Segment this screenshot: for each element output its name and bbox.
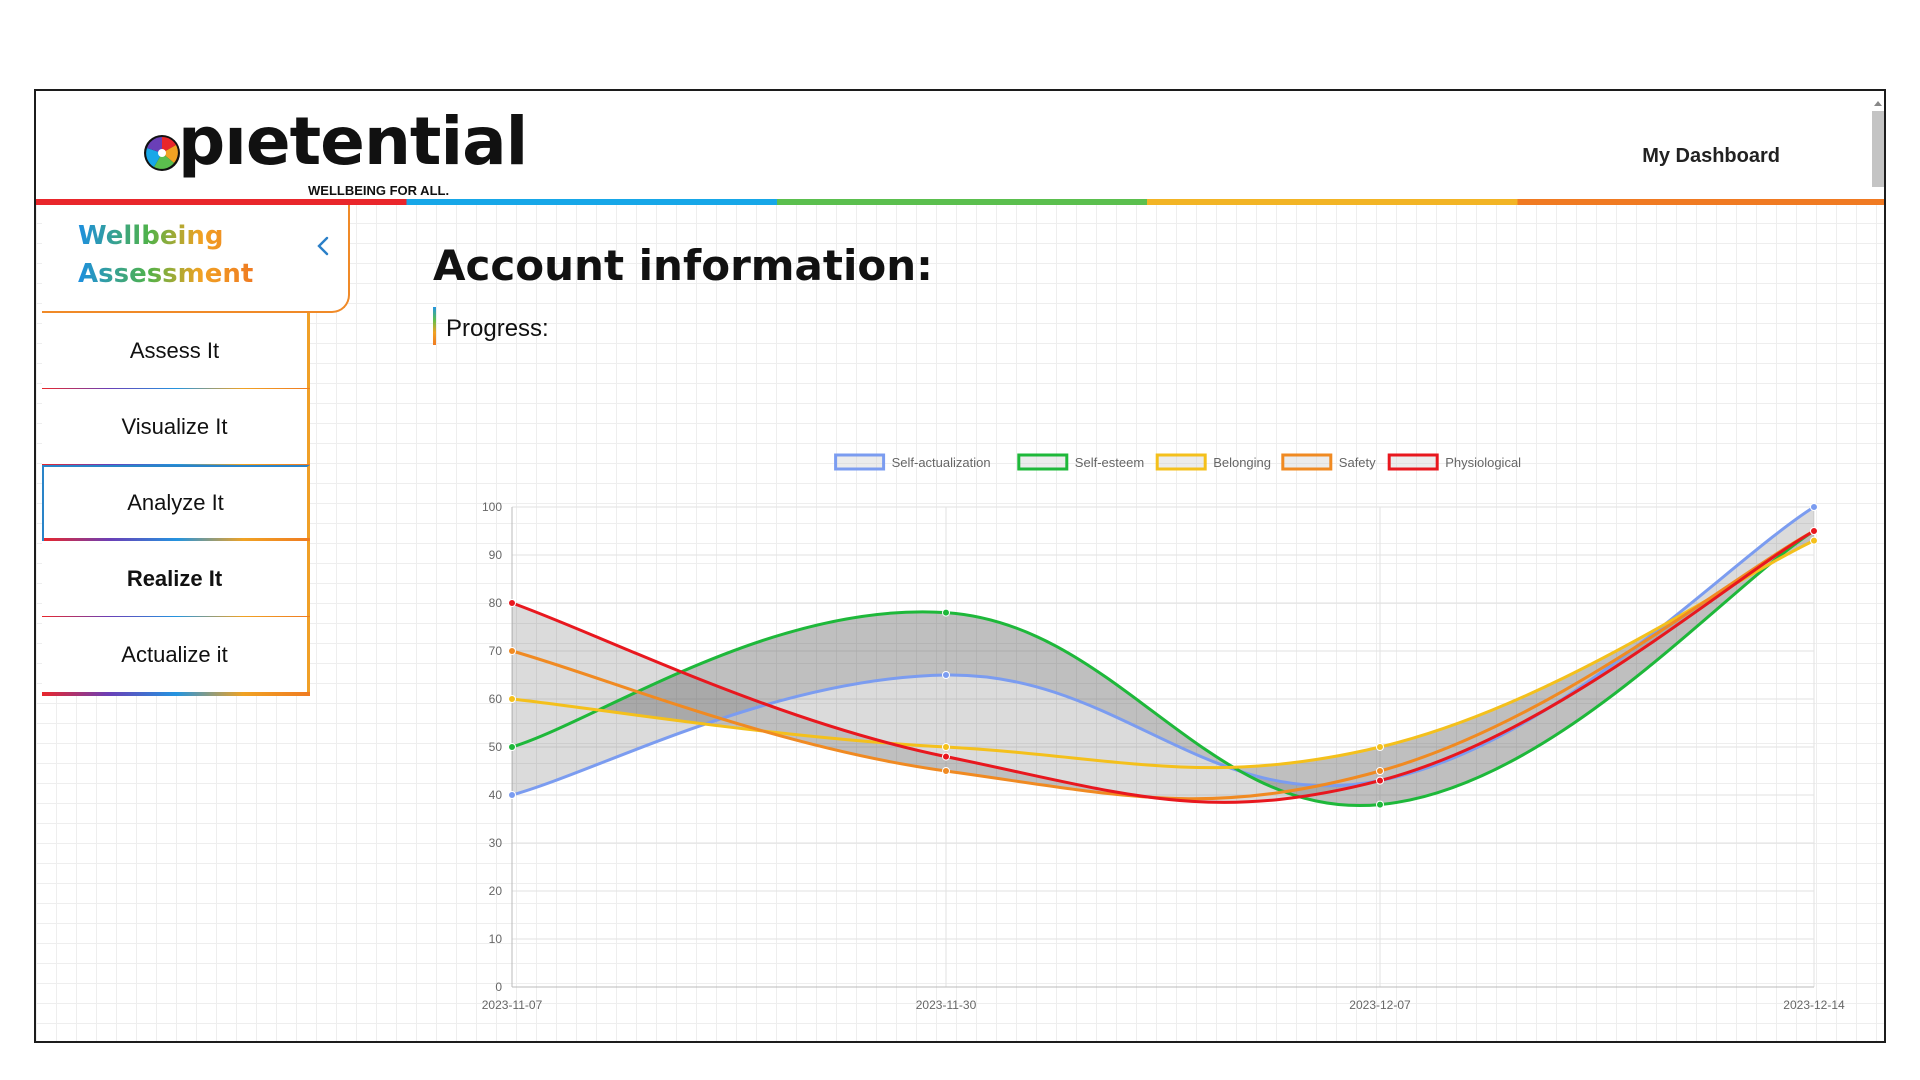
series-line: [511, 529, 1815, 808]
series-line: [511, 529, 1815, 804]
sidebar-item-label: Assess It: [129, 338, 220, 363]
y-tick-label: 40: [489, 788, 503, 802]
y-tick-label: 80: [489, 596, 503, 610]
legend-swatch: [1155, 453, 1207, 471]
data-point: [508, 599, 516, 607]
series-line: [511, 539, 1815, 770]
legend-label: Physiological: [1445, 455, 1521, 470]
data-point: [508, 647, 516, 655]
area-fill: [512, 531, 1814, 803]
chevron-left-icon[interactable]: [316, 235, 330, 257]
app-window: pıetential WELLBEING FOR ALL. My Dashboa…: [34, 89, 1886, 1043]
y-tick-label: 60: [489, 692, 503, 706]
sidebar-title-line1: Wellbeing: [78, 221, 224, 251]
data-point: [1376, 776, 1384, 785]
sidebar-title-line2: Assessment: [78, 259, 254, 289]
sidebar-title: Wellbeing Assessment: [78, 217, 253, 293]
legend-swatch: [834, 453, 886, 471]
progress-marker: [433, 307, 436, 345]
data-point: [1376, 800, 1384, 809]
y-tick-label: 0: [495, 980, 502, 994]
top-header: pıetential WELLBEING FOR ALL. My Dashboa…: [36, 91, 1884, 201]
sidebar-item-actualize-it[interactable]: Actualize it: [42, 617, 310, 696]
data-point: [508, 695, 516, 703]
data-point: [1810, 527, 1818, 535]
logo[interactable]: pıetential WELLBEING FOR ALL.: [138, 103, 528, 199]
y-tick-label: 90: [489, 548, 503, 562]
legend-label: Self-esteem: [1075, 455, 1144, 470]
area-fill: [512, 531, 1814, 806]
y-tick-label: 50: [489, 740, 503, 754]
data-point: [508, 743, 516, 751]
logo-tagline: WELLBEING FOR ALL.: [308, 183, 450, 198]
progress-label: Progress:: [446, 315, 549, 342]
grid-background: [36, 203, 1884, 1041]
legend-swatch: [1017, 453, 1069, 471]
data-point: [1376, 767, 1384, 775]
y-tick-label: 10: [489, 932, 503, 946]
data-point: [942, 743, 950, 751]
data-point: [508, 791, 516, 799]
sidebar-item-label: Actualize it: [121, 642, 228, 667]
legend-label: Self-actualization: [892, 455, 991, 470]
y-tick-label: 20: [489, 884, 503, 898]
data-point: [942, 767, 950, 775]
scrollbar-thumb[interactable]: [1872, 111, 1884, 187]
logo-wordmark: pıetential: [178, 103, 528, 180]
data-point: [942, 608, 950, 617]
y-tick-label: 70: [489, 644, 503, 658]
sidebar-item-assess-it[interactable]: Assess It: [42, 313, 310, 392]
x-tick-label: 2023-12-07: [1349, 998, 1411, 1012]
my-dashboard-link[interactable]: My Dashboard: [1642, 145, 1780, 167]
header-color-stripe: [36, 199, 1884, 205]
data-point: [1376, 743, 1384, 751]
progress-chart: 0 10 20 30 40 50 60 70 80 90 100 2023-11-07 2023-11-…: [482, 453, 1845, 1012]
data-point: [1810, 536, 1818, 545]
sidebar-item-label: Realize It: [126, 566, 223, 591]
sidebar-item-label: Analyze It: [127, 490, 224, 515]
page-title: Account information:: [433, 241, 933, 290]
y-tick-label: 30: [489, 836, 503, 850]
x-tick-label: 2023-11-30: [916, 998, 977, 1012]
x-tick-label: 2023-12-14: [1783, 998, 1845, 1012]
legend-swatch: [1387, 453, 1439, 471]
data-point: [1810, 503, 1818, 511]
area-fill: [512, 507, 1814, 806]
sidebar-item-realize-it[interactable]: Realize It: [42, 541, 310, 620]
legend-label: Belonging: [1213, 455, 1271, 470]
sidebar-item-label: Visualize It: [121, 414, 228, 439]
logo-wheel-icon: [144, 135, 180, 171]
sidebar-item-analyze-it[interactable]: Analyze It: [42, 465, 310, 542]
data-point: [942, 671, 950, 679]
y-tick-label: 100: [482, 500, 502, 514]
scroll-up-arrow-icon[interactable]: [1874, 101, 1882, 106]
sidebar-header: Wellbeing Assessment: [42, 205, 350, 313]
legend-label: Safety: [1339, 455, 1376, 470]
data-point: [942, 752, 950, 761]
x-tick-label: 2023-11-07: [482, 998, 543, 1012]
sidebar-item-visualize-it[interactable]: Visualize It: [42, 389, 310, 468]
legend-swatch: [1281, 453, 1333, 471]
